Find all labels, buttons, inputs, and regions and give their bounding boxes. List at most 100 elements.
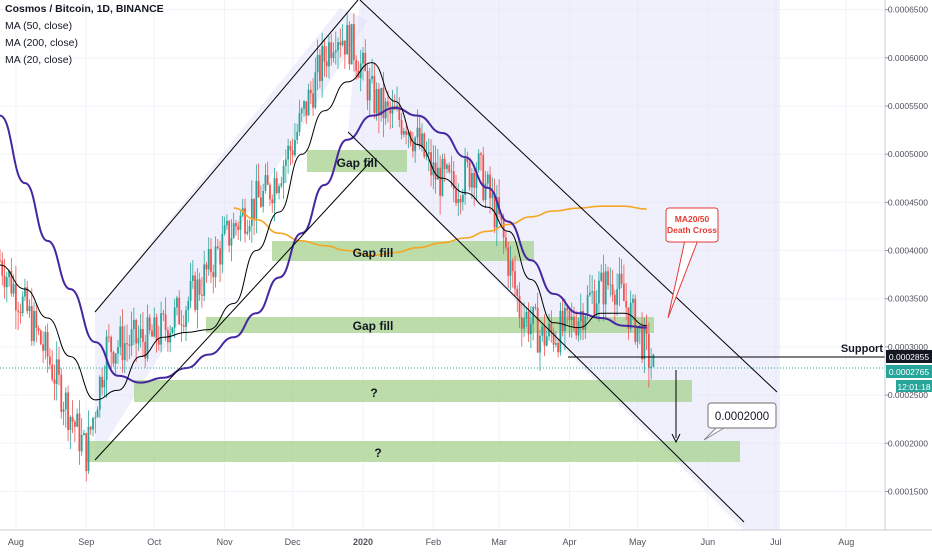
candle-body-241 bbox=[545, 336, 548, 346]
y-tick-label-4: 0.0004500 bbox=[888, 197, 928, 207]
candle-body-260 bbox=[588, 292, 591, 296]
candle-body-45 bbox=[101, 376, 103, 388]
x-tick-label-11: Jul bbox=[770, 537, 782, 547]
candle-body-211 bbox=[477, 153, 480, 171]
candle-body-198 bbox=[448, 164, 451, 172]
candle-body-11 bbox=[24, 287, 26, 297]
candle-body-264 bbox=[598, 280, 600, 304]
candle-body-273 bbox=[618, 273, 621, 290]
candle-body-285 bbox=[645, 324, 648, 334]
candle-body-36 bbox=[80, 434, 83, 452]
ma20-line bbox=[0, 62, 647, 401]
candle-body-276 bbox=[625, 300, 628, 308]
candle-body-208 bbox=[470, 173, 473, 188]
candle-body-147 bbox=[332, 52, 335, 59]
gap-zones bbox=[86, 150, 740, 462]
candle-body-21 bbox=[46, 331, 49, 357]
y-tick-label-1: 0.0006000 bbox=[888, 53, 928, 63]
countdown-badge bbox=[896, 380, 932, 392]
candle-body-279 bbox=[632, 298, 634, 303]
candle-body-90 bbox=[203, 264, 206, 296]
candle-body-283 bbox=[641, 325, 643, 360]
candle-body-114 bbox=[257, 180, 260, 198]
candle-body-265 bbox=[600, 272, 603, 281]
candle-body-248 bbox=[561, 310, 564, 332]
candle-body-166 bbox=[375, 88, 378, 114]
indicator-ma20[interactable]: MA (20, close) bbox=[5, 54, 73, 66]
candle-body-155 bbox=[350, 24, 353, 65]
candle-body-92 bbox=[207, 248, 210, 270]
support-label: Support bbox=[841, 343, 883, 355]
y-tick-label-10: 0.0001500 bbox=[888, 486, 928, 496]
candle-body-31 bbox=[69, 416, 72, 430]
x-tick-label-0: Aug bbox=[8, 537, 24, 547]
candle-body-156 bbox=[353, 24, 355, 61]
candle-body-69 bbox=[155, 317, 158, 340]
asc-channel-upper bbox=[94, 0, 359, 313]
x-tick-label-1: Sep bbox=[78, 537, 94, 547]
candle-body-182 bbox=[412, 143, 414, 152]
candles bbox=[0, 12, 655, 482]
support-price-text: 0.0002855 bbox=[889, 352, 929, 362]
candle-body-288 bbox=[652, 354, 655, 367]
candle-body-150 bbox=[339, 42, 342, 46]
candle-body-246 bbox=[557, 343, 560, 353]
candle-body-119 bbox=[269, 184, 271, 200]
last-price-text: 0.0002765 bbox=[889, 367, 929, 377]
candle-body-34 bbox=[76, 413, 79, 427]
candle-body-148 bbox=[334, 50, 337, 53]
candle-body-284 bbox=[643, 324, 646, 360]
x-tick-label-6: Feb bbox=[426, 537, 442, 547]
candle-body-251 bbox=[568, 310, 571, 321]
candle-body-100 bbox=[225, 220, 228, 226]
candle-body-116 bbox=[262, 190, 265, 207]
y-tick-label-8: 0.0002500 bbox=[888, 390, 928, 400]
candle-body-117 bbox=[264, 175, 267, 191]
candle-body-254 bbox=[575, 327, 578, 336]
indicator-ma50[interactable]: MA (50, close) bbox=[5, 20, 73, 32]
y-tick-label-9: 0.0002000 bbox=[888, 438, 928, 448]
candle-body-261 bbox=[591, 291, 594, 293]
price-axis[interactable]: 0.0006500 0.0006000 0.0005500 0.0005000 0.00… bbox=[884, 0, 932, 530]
time-axis-ticks: Aug Sep Oct Nov Dec 2020 Feb Mar Apr May Jun Jul Aug bbox=[8, 537, 854, 547]
candle-body-238 bbox=[539, 335, 541, 353]
time-axis[interactable]: Aug Sep Oct Nov Dec 2020 Feb Mar Apr May Jun Jul Aug bbox=[0, 529, 932, 547]
target-callout-box bbox=[707, 402, 777, 429]
target-label-1: ? bbox=[370, 386, 377, 400]
candle-body-249 bbox=[564, 308, 566, 332]
candle-body-193 bbox=[436, 167, 439, 180]
candle-body-165 bbox=[373, 76, 376, 114]
candle-body-177 bbox=[400, 119, 403, 135]
candle-body-32 bbox=[71, 416, 74, 422]
candle-body-20 bbox=[44, 331, 47, 351]
candle-body-3 bbox=[5, 277, 8, 288]
x-tick-label-5: 2020 bbox=[353, 537, 373, 547]
candle-body-173 bbox=[391, 105, 394, 114]
candle-body-54 bbox=[121, 326, 124, 361]
candle-body-266 bbox=[602, 272, 605, 305]
candle-body-91 bbox=[205, 264, 208, 270]
indicator-ma200[interactable]: MA (200, close) bbox=[5, 37, 78, 49]
candle-body-269 bbox=[609, 284, 612, 286]
callout-text-line2: Death Cross bbox=[667, 225, 717, 235]
candle-body-244 bbox=[552, 332, 555, 345]
candle-body-58 bbox=[130, 329, 133, 346]
candle-body-277 bbox=[627, 307, 630, 329]
candle-body-84 bbox=[189, 280, 192, 301]
candle-body-57 bbox=[128, 344, 131, 346]
candle-body-239 bbox=[541, 326, 544, 336]
gap-label-3: Gap fill bbox=[353, 319, 394, 333]
annotations: Gap fill Gap fill Gap fill ? ? MA20/50 D… bbox=[337, 156, 884, 460]
candle-body-286 bbox=[647, 333, 650, 369]
candle-body-51 bbox=[114, 353, 117, 364]
candle-body-196 bbox=[443, 158, 446, 170]
candle-body-214 bbox=[484, 183, 487, 200]
candle-body-80 bbox=[180, 324, 183, 326]
candle-body-79 bbox=[178, 297, 181, 325]
candle-body-46 bbox=[103, 380, 106, 388]
y-tick-label-5: 0.0004000 bbox=[888, 246, 928, 256]
candle-body-94 bbox=[212, 272, 215, 278]
candle-body-179 bbox=[405, 131, 408, 135]
